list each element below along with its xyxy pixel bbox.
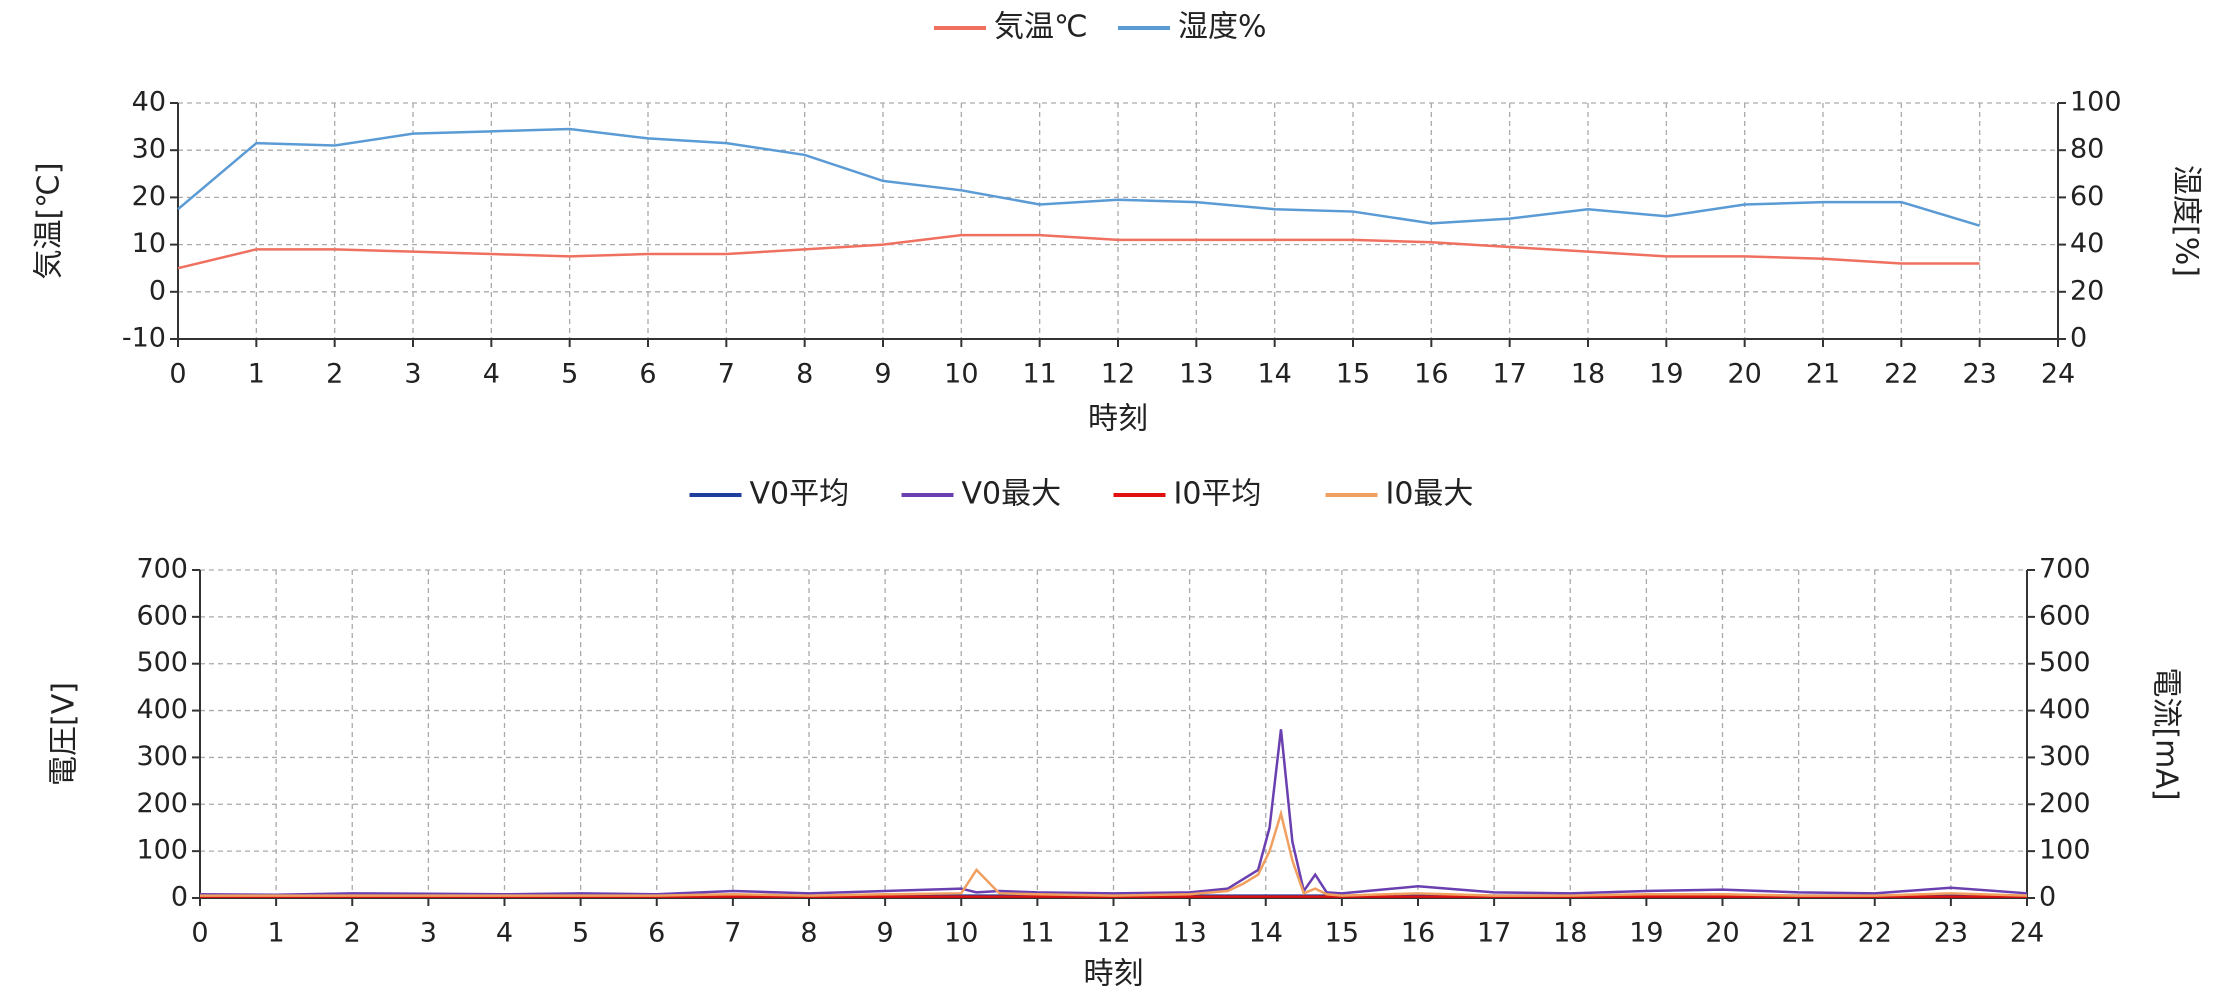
y-axis-label: 電圧[V]: [47, 682, 82, 786]
x-tick-label: 5: [572, 918, 589, 949]
x-axis-label: 時刻: [1088, 402, 1148, 437]
x-tick-label: 7: [718, 359, 735, 390]
y2-tick-label: 200: [2039, 788, 2091, 819]
legend-label: V0平均: [750, 477, 850, 512]
series-line: [177, 127, 1981, 227]
y2-tick-label: 300: [2039, 741, 2091, 772]
x-tick-label: 16: [1401, 918, 1435, 949]
x-tick-label: 20: [1727, 359, 1761, 390]
x-tick-label: 10: [944, 918, 978, 949]
y-tick-label: 30: [132, 134, 166, 165]
series-line: [177, 233, 1980, 270]
x-tick-label: 18: [1553, 918, 1587, 949]
y2-tick-label: 500: [2039, 647, 2091, 678]
y2-axis-label: 電流[mA]: [2149, 667, 2184, 800]
y-tick-label: 300: [136, 741, 188, 772]
x-tick-label: 13: [1172, 918, 1206, 949]
series-line: [200, 808, 2028, 897]
x-tick-label: 19: [1649, 359, 1683, 390]
x-tick-label: 16: [1414, 359, 1448, 390]
x-tick-label: 6: [639, 359, 656, 390]
x-tick-label: 13: [1179, 359, 1213, 390]
y2-axis-label: 湿度[%]: [2169, 165, 2204, 277]
y2-tick-label: 100: [2070, 87, 2122, 118]
y-axis-label: 気温[℃]: [32, 162, 67, 279]
y-tick-label: 0: [149, 275, 166, 306]
x-tick-label: 9: [877, 918, 894, 949]
x-tick-label: 24: [2041, 359, 2075, 390]
y-tick-label: 0: [171, 882, 188, 913]
y2-tick-label: 0: [2070, 323, 2087, 354]
x-tick-label: 19: [1629, 918, 1663, 949]
y-tick-label: 200: [136, 788, 188, 819]
x-tick-label: 11: [1020, 918, 1054, 949]
x-tick-label: 17: [1477, 918, 1511, 949]
y2-tick-label: 20: [2070, 275, 2104, 306]
y2-tick-label: 60: [2070, 181, 2104, 212]
legend-label: 気温℃: [994, 10, 1088, 45]
x-tick-label: 12: [1101, 359, 1135, 390]
x-tick-label: 3: [404, 359, 421, 390]
x-tick-label: 0: [191, 918, 208, 949]
y-tick-label: -10: [122, 323, 166, 354]
legend-label: I0平均: [1174, 477, 1262, 512]
x-tick-label: 11: [1022, 359, 1056, 390]
x-tick-label: 14: [1249, 918, 1283, 949]
y2-tick-label: 600: [2039, 600, 2091, 631]
x-tick-label: 21: [1806, 359, 1840, 390]
y2-tick-label: 700: [2039, 554, 2091, 585]
y2-tick-label: 40: [2070, 228, 2104, 259]
y-tick-label: 500: [136, 647, 188, 678]
legend-label: V0最大: [962, 477, 1062, 512]
series-line: [199, 729, 2028, 896]
x-tick-label: 2: [326, 359, 343, 390]
x-tick-label: 8: [796, 359, 813, 390]
x-tick-label: 8: [800, 918, 817, 949]
y-tick-label: 40: [132, 87, 166, 118]
x-tick-label: 5: [561, 359, 578, 390]
x-tick-label: 2: [344, 918, 361, 949]
x-tick-label: 10: [944, 359, 978, 390]
x-tick-label: 22: [1884, 359, 1918, 390]
x-tick-label: 17: [1492, 359, 1526, 390]
y2-tick-label: 400: [2039, 694, 2091, 725]
x-tick-label: 1: [248, 359, 265, 390]
x-axis-label: 時刻: [1084, 957, 1144, 992]
y-tick-label: 700: [136, 554, 188, 585]
x-tick-label: 20: [1705, 918, 1739, 949]
x-tick-label: 15: [1325, 918, 1359, 949]
x-tick-label: 24: [2010, 918, 2044, 949]
x-tick-label: 12: [1096, 918, 1130, 949]
x-tick-label: 7: [724, 918, 741, 949]
y2-tick-label: 100: [2039, 835, 2091, 866]
x-tick-label: 21: [1781, 918, 1815, 949]
x-tick-label: 6: [648, 918, 665, 949]
x-tick-label: 0: [169, 359, 186, 390]
y-tick-label: 100: [136, 835, 188, 866]
x-tick-label: 23: [1962, 359, 1996, 390]
y2-tick-label: 0: [2039, 882, 2056, 913]
y-tick-label: 20: [132, 181, 166, 212]
y-tick-label: 400: [136, 694, 188, 725]
x-tick-label: 15: [1336, 359, 1370, 390]
legend-label: 湿度%: [1178, 10, 1267, 45]
x-tick-label: 4: [496, 918, 513, 949]
x-tick-label: 3: [420, 918, 437, 949]
y-tick-label: 600: [136, 600, 188, 631]
x-tick-label: 23: [1934, 918, 1968, 949]
x-tick-label: 22: [1858, 918, 1892, 949]
x-tick-label: 1: [268, 918, 285, 949]
x-tick-label: 4: [483, 359, 500, 390]
x-tick-label: 9: [874, 359, 891, 390]
legend-label: I0最大: [1386, 477, 1474, 512]
y-tick-label: 10: [132, 228, 166, 259]
x-tick-label: 14: [1257, 359, 1291, 390]
x-tick-label: 18: [1571, 359, 1605, 390]
y2-tick-label: 80: [2070, 134, 2104, 165]
